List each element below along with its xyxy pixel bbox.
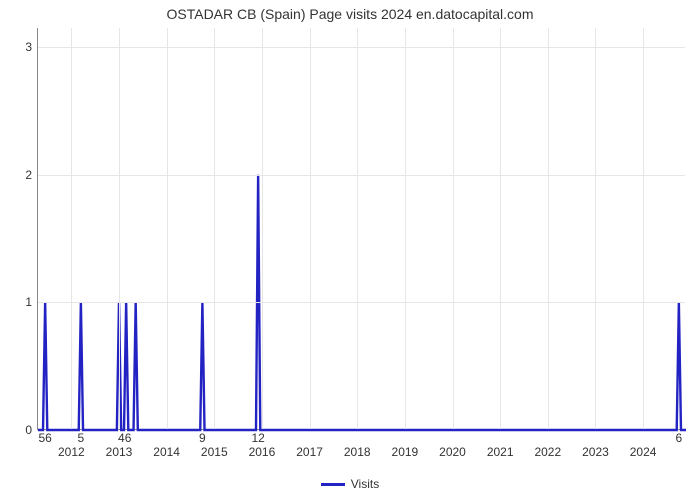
data-label: 6 <box>676 429 683 445</box>
x-tick-label: 2018 <box>344 429 371 459</box>
chart-container: OSTADAR CB (Spain) Page visits 2024 en.d… <box>0 0 700 500</box>
gridline-vertical <box>167 28 168 429</box>
gridline-vertical <box>310 28 311 429</box>
gridline-vertical <box>357 28 358 429</box>
line-series <box>38 28 686 430</box>
x-tick-label: 2024 <box>630 429 657 459</box>
x-tick-label: 2021 <box>487 429 514 459</box>
y-tick-label: 0 <box>25 423 38 437</box>
data-label: 9 <box>199 429 206 445</box>
legend-label: Visits <box>351 477 379 491</box>
gridline-vertical <box>405 28 406 429</box>
gridline-horizontal <box>38 47 685 48</box>
gridline-vertical <box>500 28 501 429</box>
gridline-vertical <box>595 28 596 429</box>
x-tick-label: 2014 <box>153 429 180 459</box>
data-label: 12 <box>251 429 264 445</box>
data-label: 56 <box>38 429 51 445</box>
plot-area: 0123201220132014201520162017201820192020… <box>37 28 685 430</box>
x-tick-label: 2017 <box>296 429 323 459</box>
x-tick-label: 2020 <box>439 429 466 459</box>
chart-title: OSTADAR CB (Spain) Page visits 2024 en.d… <box>0 6 700 22</box>
x-tick-label: 2022 <box>534 429 561 459</box>
gridline-vertical <box>71 28 72 429</box>
gridline-vertical <box>119 28 120 429</box>
legend: Visits <box>0 477 700 491</box>
data-label: 5 <box>78 429 85 445</box>
gridline-vertical <box>643 28 644 429</box>
legend-swatch <box>321 483 345 486</box>
gridline-vertical <box>548 28 549 429</box>
gridline-vertical <box>262 28 263 429</box>
y-tick-label: 3 <box>25 40 38 54</box>
data-label: 46 <box>118 429 131 445</box>
gridline-vertical <box>453 28 454 429</box>
gridline-vertical <box>214 28 215 429</box>
x-tick-label: 2023 <box>582 429 609 459</box>
x-tick-label: 2019 <box>392 429 419 459</box>
gridline-horizontal <box>38 302 685 303</box>
y-tick-label: 2 <box>25 168 38 182</box>
y-tick-label: 1 <box>25 295 38 309</box>
gridline-horizontal <box>38 175 685 176</box>
